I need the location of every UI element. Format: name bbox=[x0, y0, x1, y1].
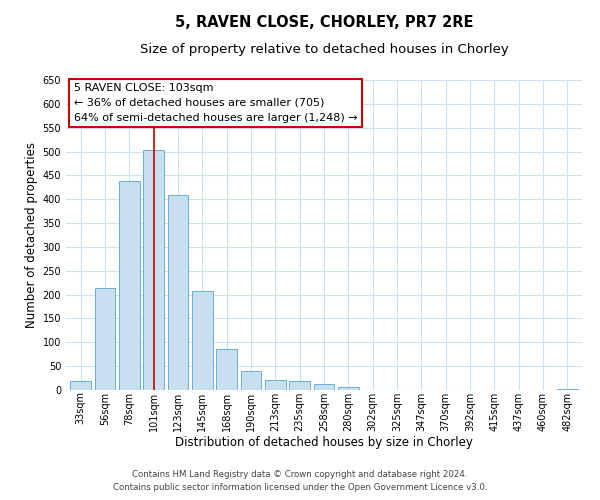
Bar bbox=[192, 292, 212, 390]
Text: Size of property relative to detached houses in Chorley: Size of property relative to detached ho… bbox=[140, 42, 508, 56]
Bar bbox=[216, 348, 237, 390]
Bar bbox=[314, 384, 334, 390]
Y-axis label: Number of detached properties: Number of detached properties bbox=[25, 142, 38, 328]
Bar bbox=[143, 150, 164, 390]
Bar bbox=[265, 380, 286, 390]
Bar bbox=[167, 196, 188, 390]
Bar bbox=[70, 382, 91, 390]
Bar bbox=[119, 181, 140, 390]
Bar bbox=[557, 388, 578, 390]
X-axis label: Distribution of detached houses by size in Chorley: Distribution of detached houses by size … bbox=[175, 436, 473, 450]
Text: Contains HM Land Registry data © Crown copyright and database right 2024.
Contai: Contains HM Land Registry data © Crown c… bbox=[113, 470, 487, 492]
Text: 5 RAVEN CLOSE: 103sqm
← 36% of detached houses are smaller (705)
64% of semi-det: 5 RAVEN CLOSE: 103sqm ← 36% of detached … bbox=[74, 83, 358, 122]
Bar bbox=[241, 371, 262, 390]
Text: 5, RAVEN CLOSE, CHORLEY, PR7 2RE: 5, RAVEN CLOSE, CHORLEY, PR7 2RE bbox=[175, 15, 473, 30]
Bar bbox=[95, 288, 115, 390]
Bar bbox=[338, 386, 359, 390]
Bar bbox=[289, 382, 310, 390]
